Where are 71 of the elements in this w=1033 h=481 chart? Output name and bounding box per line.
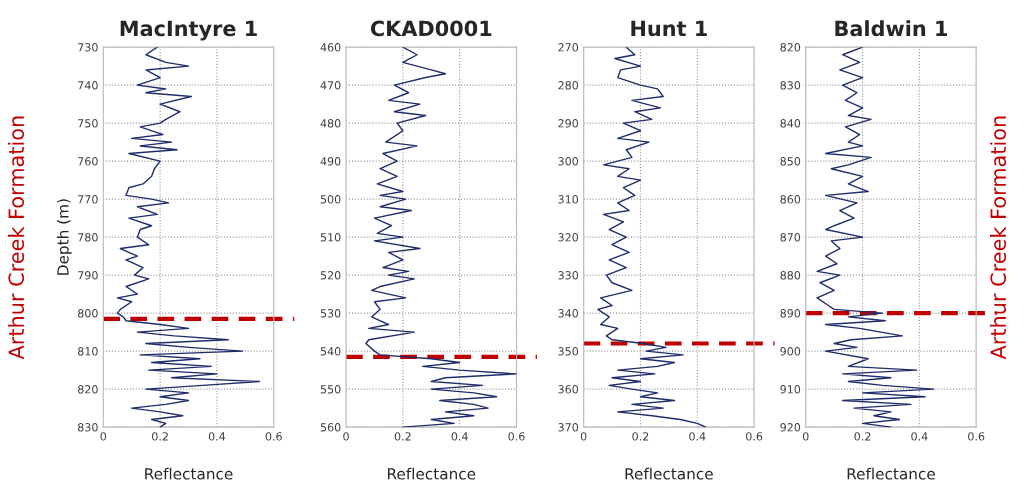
y-tick-label: 290 — [558, 119, 579, 128]
y-tick-label: 870 — [780, 233, 801, 242]
y-tick-label: 760 — [78, 157, 98, 166]
y-tick-label: 860 — [780, 195, 801, 204]
text: Arthur Creek Formation — [989, 116, 1007, 360]
x-tick-label: 0.6 — [508, 432, 525, 441]
x-axis-title: Reflectance — [387, 467, 476, 480]
x-tick-label: 0.4 — [451, 432, 468, 441]
y-tick-label: 890 — [780, 309, 801, 318]
y-tick-label: 330 — [558, 271, 579, 280]
x-tick-label: 0.4 — [911, 432, 928, 441]
x-tick-label: 0 — [100, 432, 107, 441]
y-tick-label: 320 — [558, 233, 579, 242]
y-tick-label: 350 — [558, 347, 579, 356]
y-tick-label: 460 — [320, 43, 341, 52]
y-tick-label: 470 — [320, 81, 341, 90]
y-tick-label: 510 — [320, 233, 341, 242]
x-tick-label: 0.2 — [152, 432, 168, 441]
y-tick-label: 530 — [320, 309, 341, 318]
y-tick-label: 550 — [320, 385, 341, 394]
y-tick-label: 900 — [780, 347, 801, 356]
x-tick-label: 0.6 — [745, 432, 763, 441]
chart-title: MacIntyre 1 — [120, 20, 257, 41]
y-tick-label: 370 — [558, 423, 579, 432]
y-tick-label: 830 — [77, 423, 98, 432]
text: Arthur Creek Formation — [8, 116, 25, 360]
chart-title: Baldwin 1 — [835, 20, 948, 37]
y-tick-label: 810 — [77, 347, 98, 356]
y-tick-label: 920 — [780, 423, 801, 432]
y-tick-label: 360 — [558, 385, 579, 394]
x-tick-label: 0.4 — [689, 432, 706, 441]
y-tick-label: 820 — [780, 43, 801, 52]
y-tick-label: 850 — [780, 157, 801, 166]
y-tick-label: 840 — [780, 119, 801, 128]
x-tick-label: 0 — [343, 432, 349, 441]
y-tick-label: 500 — [320, 195, 341, 204]
x-tick-label: 0.2 — [632, 432, 649, 441]
y-tick-label: 340 — [558, 309, 579, 318]
y-tick-label: 910 — [780, 385, 801, 394]
y-tick-label: 560 — [320, 423, 341, 432]
chart-title: Hunt 1 — [631, 20, 707, 37]
x-tick-label: 0 — [802, 432, 809, 441]
y-tick-label: 800 — [77, 309, 98, 318]
y-tick-label: 790 — [78, 271, 98, 280]
x-tick-label: 0.4 — [208, 432, 226, 441]
y-tick-label: 820 — [77, 385, 98, 394]
x-tick-label: 0.6 — [265, 432, 282, 441]
y-tick-label: 740 — [78, 81, 98, 90]
y-tick-label: 520 — [320, 271, 341, 280]
x-tick-label: 0 — [580, 432, 587, 441]
y-tick-label: 490 — [320, 157, 341, 166]
y-tick-label: 480 — [320, 119, 341, 128]
y-axis-title: Depth (m) — [56, 199, 72, 275]
x-tick-label: 0.2 — [394, 432, 411, 441]
y-tick-label: 780 — [78, 233, 98, 242]
x-axis-title: Reflectance — [145, 467, 233, 480]
x-tick-label: 0.6 — [968, 432, 985, 441]
y-tick-label: 310 — [558, 195, 579, 204]
y-tick-label: 270 — [558, 43, 579, 52]
y-tick-label: 830 — [780, 81, 801, 90]
y-tick-label: 280 — [558, 81, 579, 90]
y-tick-label: 880 — [780, 271, 801, 280]
x-axis-title: Reflectance — [847, 467, 935, 480]
y-tick-label: 730 — [78, 43, 98, 52]
chart-title: CKAD0001 — [370, 20, 492, 37]
x-tick-label: 0.2 — [854, 432, 871, 441]
x-axis-title: Reflectance — [625, 467, 713, 480]
y-tick-label: 540 — [320, 347, 341, 356]
y-tick-label: 750 — [78, 119, 98, 128]
y-tick-label: 300 — [558, 157, 579, 166]
y-tick-label: 770 — [78, 195, 98, 204]
